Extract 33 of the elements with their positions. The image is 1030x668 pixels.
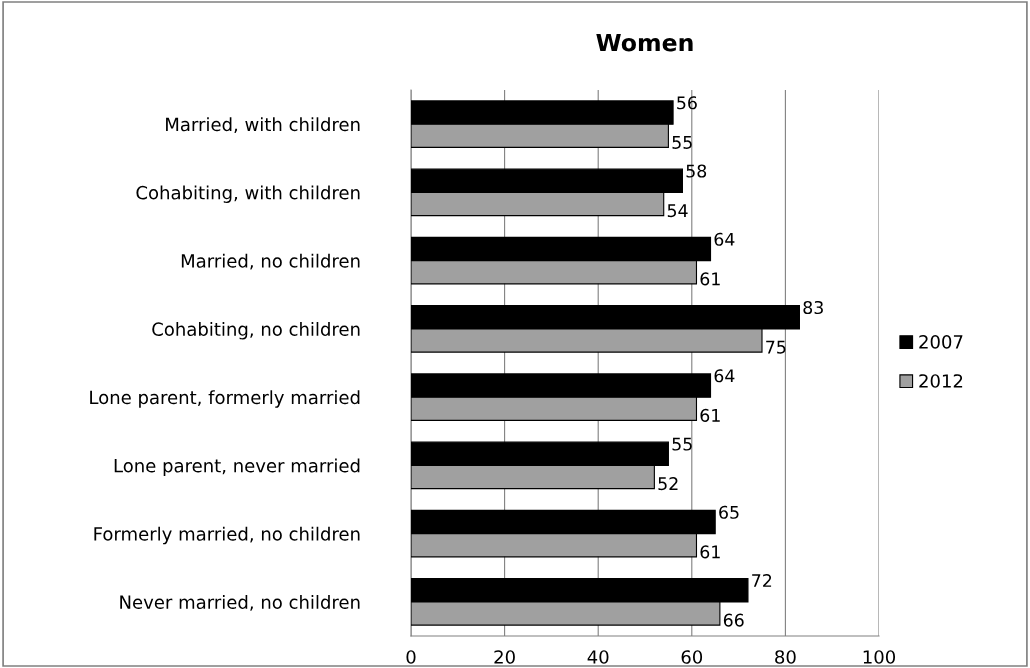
data-label: 58 [686, 164, 707, 178]
y-tick-label: Married, with children [166, 117, 360, 134]
data-label: 54 [667, 204, 688, 218]
data-label: 61 [700, 272, 720, 286]
legend-label: 2012 [919, 374, 963, 388]
data-label: 66 [723, 613, 744, 627]
x-tick-label: 40 [587, 650, 609, 664]
data-label: 55 [672, 136, 692, 149]
y-tick-label: Formerly married, no children [94, 526, 360, 545]
y-tick-label: Lone parent, formerly married [90, 390, 360, 408]
y-tick-label: Cohabiting, with children [136, 185, 360, 203]
y-tick-label: Never married, no children [120, 595, 360, 611]
data-label: 72 [752, 573, 772, 587]
y-tick-label: Married, no children [181, 253, 360, 270]
x-tick-label: 0 [406, 650, 416, 664]
x-tick-label: 60 [681, 650, 703, 664]
x-tick-label: 80 [775, 650, 796, 664]
data-label: 64 [714, 232, 735, 246]
x-tick-label: 100 [863, 650, 896, 664]
data-label: 55 [672, 437, 692, 451]
y-tick-label: Cohabiting, no children [152, 322, 360, 340]
data-label: 75 [766, 340, 786, 354]
y-tick-label: Lone parent, never married [114, 458, 360, 476]
data-label: 61 [700, 545, 720, 559]
chart-title: Women [596, 33, 693, 52]
data-label: 52 [658, 477, 678, 491]
data-label: 83 [803, 300, 823, 315]
data-label: 64 [714, 369, 735, 383]
data-label: 56 [677, 96, 697, 110]
data-label: 65 [719, 505, 739, 519]
x-tick-label: 20 [494, 650, 515, 664]
data-label: 61 [700, 408, 720, 422]
legend-label: 2007 [919, 335, 963, 349]
